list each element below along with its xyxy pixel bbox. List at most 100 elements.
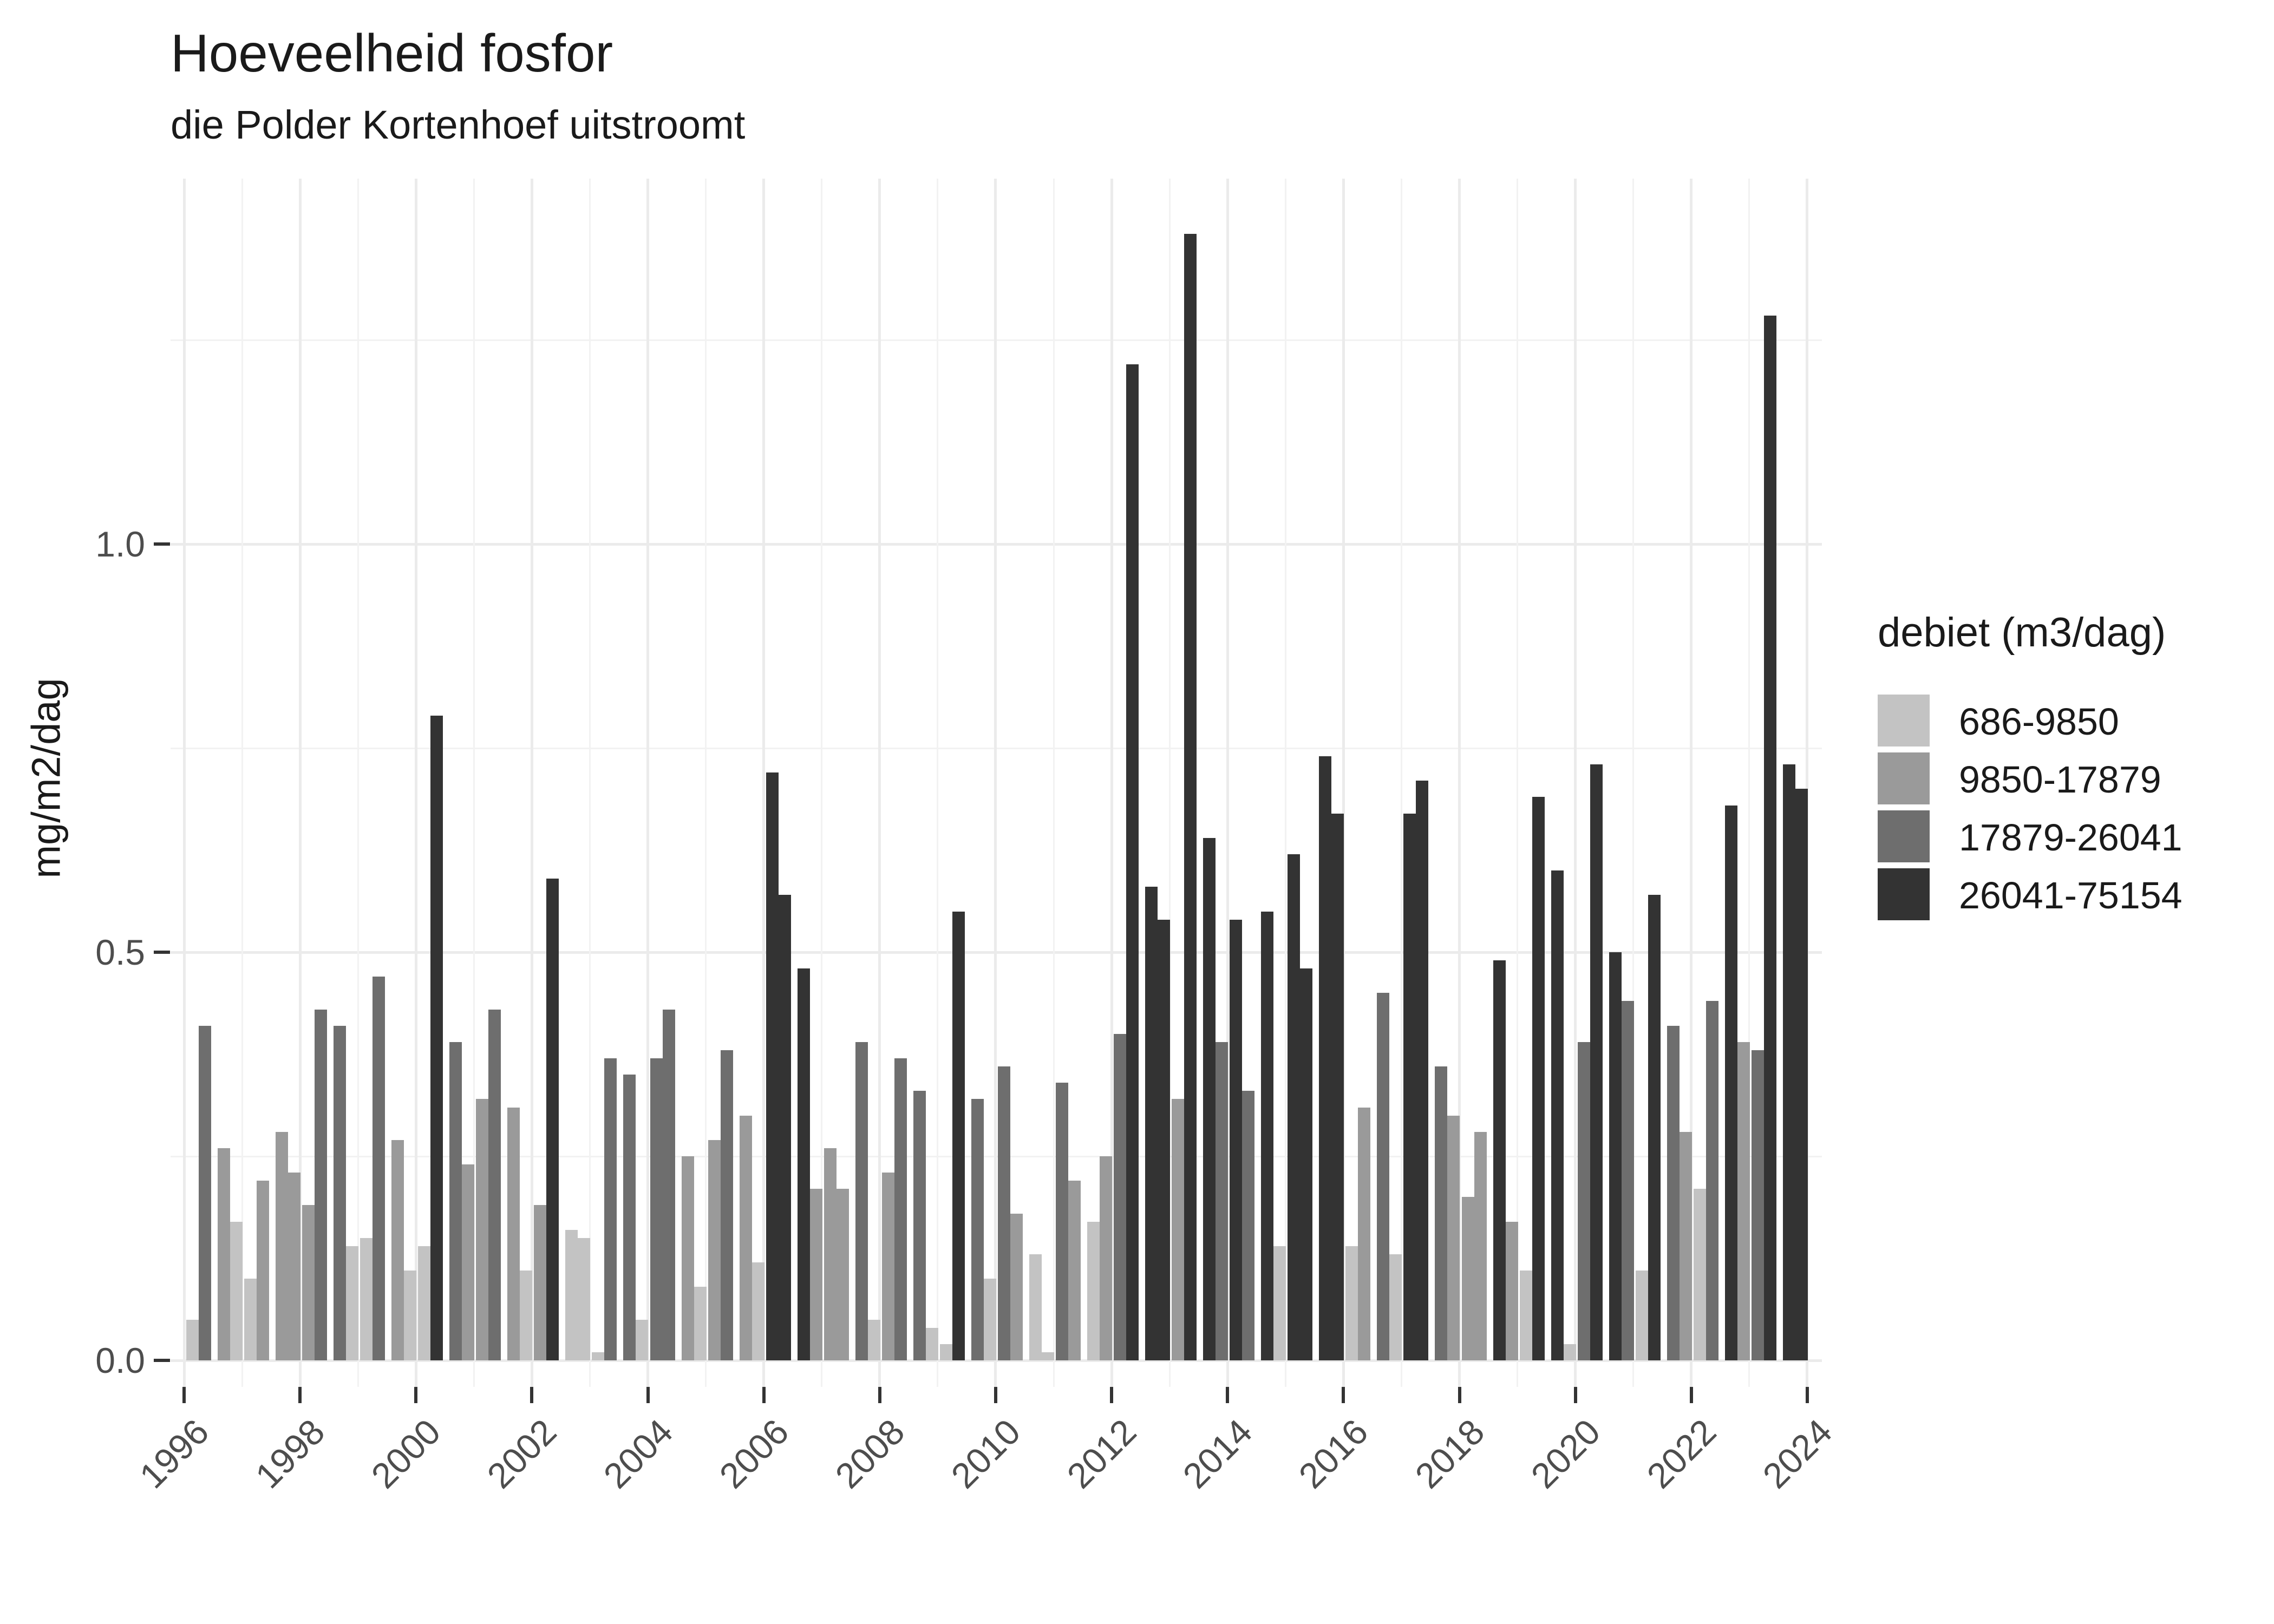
gridline-vertical — [298, 179, 302, 1387]
gridline-vertical — [414, 179, 417, 1387]
bar — [244, 1279, 257, 1360]
gridline-vertical — [646, 179, 650, 1387]
bar — [824, 1148, 837, 1360]
bar — [592, 1352, 605, 1360]
bar — [855, 1042, 868, 1360]
gridline-vertical — [1053, 179, 1055, 1387]
x-tick-mark — [1342, 1387, 1345, 1403]
gridline-vertical — [357, 179, 359, 1387]
bar — [1377, 993, 1390, 1360]
bar — [302, 1205, 315, 1360]
bar — [1751, 1050, 1764, 1360]
gridline-vertical — [182, 179, 186, 1387]
gridline-vertical — [1226, 179, 1229, 1387]
y-tick-mark — [154, 542, 170, 546]
bar — [1230, 919, 1243, 1360]
bar — [752, 1262, 764, 1360]
bar — [797, 968, 810, 1360]
gridline-vertical — [705, 179, 707, 1387]
gridline-vertical — [994, 179, 997, 1387]
bar — [1273, 1246, 1286, 1360]
bar — [1041, 1352, 1054, 1360]
bar — [565, 1229, 578, 1360]
bar — [1532, 797, 1545, 1360]
gridline-vertical — [530, 179, 533, 1387]
gridline-vertical — [1110, 179, 1113, 1387]
bar — [1345, 1246, 1358, 1360]
bar — [983, 1279, 996, 1360]
x-tick-mark — [298, 1387, 302, 1403]
x-tick-mark — [1458, 1387, 1461, 1403]
gridline-vertical — [589, 179, 591, 1387]
bar — [1416, 781, 1429, 1360]
x-tick-mark — [994, 1387, 997, 1403]
gridline-vertical — [1168, 179, 1171, 1387]
x-tick-mark — [762, 1387, 766, 1403]
bar — [1435, 1066, 1448, 1360]
bar — [1577, 1042, 1590, 1360]
bar — [1358, 1107, 1371, 1360]
bar — [418, 1246, 431, 1360]
y-tick-label: 0.0 — [95, 1340, 145, 1380]
bar — [952, 911, 965, 1360]
bar — [1505, 1221, 1518, 1360]
bar — [1648, 895, 1661, 1360]
gridline-vertical — [1517, 179, 1519, 1387]
y-tick-mark — [154, 951, 170, 954]
bar — [604, 1058, 617, 1360]
bar — [391, 1140, 404, 1360]
legend-swatch — [1878, 752, 1930, 804]
x-tick-label: 1996 — [132, 1411, 217, 1496]
bar — [373, 977, 385, 1360]
bar — [534, 1205, 547, 1360]
bar — [1184, 233, 1197, 1360]
bar — [1158, 919, 1171, 1360]
chart-subtitle: die Polder Kortenhoef uitstroomt — [171, 102, 746, 147]
bar — [1609, 952, 1622, 1360]
gridline-vertical — [821, 179, 823, 1387]
bar — [1763, 315, 1776, 1360]
bar — [1172, 1099, 1185, 1360]
bar — [1288, 854, 1301, 1360]
bar — [430, 715, 443, 1360]
bar — [971, 1099, 984, 1360]
bar — [1679, 1131, 1692, 1360]
bar — [1447, 1115, 1460, 1360]
gridline-vertical — [1632, 179, 1635, 1387]
gridline-vertical — [1342, 179, 1345, 1387]
bar — [1216, 1042, 1229, 1360]
gridline-vertical — [1458, 179, 1461, 1387]
bar — [913, 1091, 926, 1360]
x-tick-mark — [414, 1387, 418, 1403]
gridline-vertical — [1806, 179, 1809, 1387]
bar — [1693, 1189, 1706, 1360]
bar — [636, 1319, 649, 1360]
bar — [867, 1319, 880, 1360]
x-tick-mark — [182, 1387, 186, 1403]
bar — [1331, 813, 1344, 1360]
bar — [449, 1042, 462, 1360]
x-tick-mark — [530, 1387, 534, 1403]
legend-title: debiet (m3/dag) — [1878, 610, 2166, 656]
bar — [315, 1009, 328, 1360]
bar — [1389, 1254, 1402, 1360]
bar — [1551, 870, 1564, 1360]
bar — [578, 1237, 591, 1360]
bar — [650, 1058, 663, 1360]
bar — [276, 1131, 289, 1360]
bar — [836, 1189, 849, 1360]
bar — [894, 1058, 907, 1360]
legend-swatch — [1878, 868, 1930, 920]
bar — [476, 1099, 489, 1360]
legend-item: 26041-75154 — [1878, 868, 2257, 921]
x-tick-label: 2016 — [1291, 1411, 1376, 1496]
bar — [1621, 1001, 1634, 1360]
bar — [739, 1115, 752, 1360]
x-tick-label: 2004 — [595, 1411, 681, 1496]
bar — [694, 1287, 707, 1360]
bar — [488, 1009, 501, 1360]
x-tick-label: 2008 — [827, 1411, 912, 1496]
legend-swatch — [1878, 810, 1930, 862]
x-tick-mark — [1805, 1387, 1809, 1403]
bar — [778, 895, 791, 1360]
